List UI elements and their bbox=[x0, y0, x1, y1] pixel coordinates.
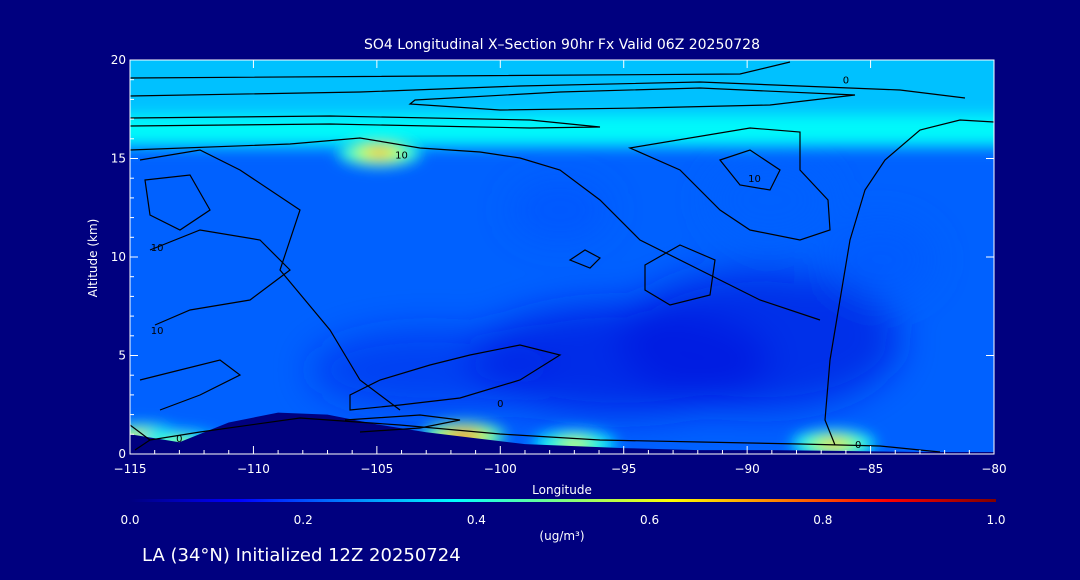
colorbar-tick-label: 0.8 bbox=[813, 513, 832, 527]
contour-label: 0 bbox=[176, 434, 182, 445]
hotspot-ring bbox=[368, 149, 390, 157]
y-tick-label: 10 bbox=[111, 250, 126, 264]
x-axis-label: Longitude bbox=[532, 483, 592, 497]
contour-label: 10 bbox=[748, 174, 761, 185]
contour-line bbox=[644, 244, 716, 306]
contour-line bbox=[144, 174, 211, 231]
x-tick-label: −110 bbox=[237, 462, 270, 476]
colorbar-units: (ug/m³) bbox=[539, 529, 584, 543]
contour-label: 10 bbox=[151, 243, 164, 254]
x-tick-label: −115 bbox=[114, 462, 147, 476]
y-axis-label: Altitude (km) bbox=[86, 219, 100, 298]
contour-line bbox=[829, 119, 994, 361]
contour-lines bbox=[130, 61, 994, 453]
hotspot-ring bbox=[823, 440, 845, 448]
chart-subtitle: LA (34°N) Initialized 12Z 20250724 bbox=[142, 545, 461, 566]
contour-label: 0 bbox=[855, 440, 861, 451]
contour-line bbox=[408, 87, 856, 111]
y-tick-label: 15 bbox=[111, 152, 126, 166]
colorbar-tick-label: 1.0 bbox=[986, 513, 1005, 527]
colorbar-tick-label: 0.2 bbox=[294, 513, 313, 527]
contour-line bbox=[149, 229, 291, 326]
plot-area: 0 10 10 10 10 0 0 0 bbox=[130, 60, 994, 454]
contour-line bbox=[344, 414, 461, 433]
concentration-field bbox=[310, 160, 935, 415]
y-tick-label: 0 bbox=[118, 447, 126, 461]
x-axis: −115 −110 −105 −100 −95 −90 −85 −80 bbox=[114, 60, 1007, 476]
contour-line bbox=[139, 359, 242, 411]
contour-line bbox=[130, 115, 601, 129]
contour-label: 10 bbox=[395, 151, 408, 162]
x-tick-label: −90 bbox=[734, 462, 759, 476]
contour-line bbox=[139, 149, 401, 411]
contour-label: 0 bbox=[497, 399, 503, 410]
hotspot-0 bbox=[337, 138, 422, 167]
x-tick-label: −95 bbox=[611, 462, 636, 476]
stratosphere-band bbox=[130, 60, 994, 149]
contour-line bbox=[130, 81, 966, 99]
colorbar bbox=[130, 499, 996, 502]
contour-labels: 0 10 10 10 10 0 0 0 bbox=[151, 76, 862, 451]
stratosphere-band-core bbox=[130, 115, 994, 143]
colorbar-tick-label: 0.6 bbox=[640, 513, 659, 527]
contour-line bbox=[130, 424, 152, 451]
contour-line bbox=[824, 359, 836, 446]
colorbar-ticks: 0.0 0.2 0.4 0.6 0.8 1.0 bbox=[120, 513, 1005, 527]
contour-line bbox=[718, 149, 781, 191]
contour-line bbox=[130, 61, 791, 79]
colorbar-tick-label: 0.0 bbox=[120, 513, 139, 527]
colorbar-tick-label: 0.4 bbox=[467, 513, 486, 527]
chart-title: SO4 Longitudinal X–Section 90hr Fx Valid… bbox=[364, 37, 760, 53]
x-tick-label: −80 bbox=[981, 462, 1006, 476]
contour-line bbox=[130, 137, 821, 321]
terrain-mask bbox=[130, 412, 994, 454]
x-tick-label: −100 bbox=[484, 462, 517, 476]
contour-label: 10 bbox=[151, 326, 164, 337]
x-tick-label: −105 bbox=[360, 462, 393, 476]
contour-line bbox=[349, 344, 562, 411]
y-tick-label: 20 bbox=[111, 53, 126, 67]
contour-line bbox=[568, 249, 601, 269]
contour-line bbox=[149, 417, 941, 453]
y-tick-label: 5 bbox=[118, 349, 126, 363]
contour-label: 0 bbox=[843, 76, 849, 87]
x-tick-label: −85 bbox=[858, 462, 883, 476]
contour-line bbox=[627, 127, 831, 241]
y-axis: 0 5 10 15 20 bbox=[111, 53, 994, 461]
